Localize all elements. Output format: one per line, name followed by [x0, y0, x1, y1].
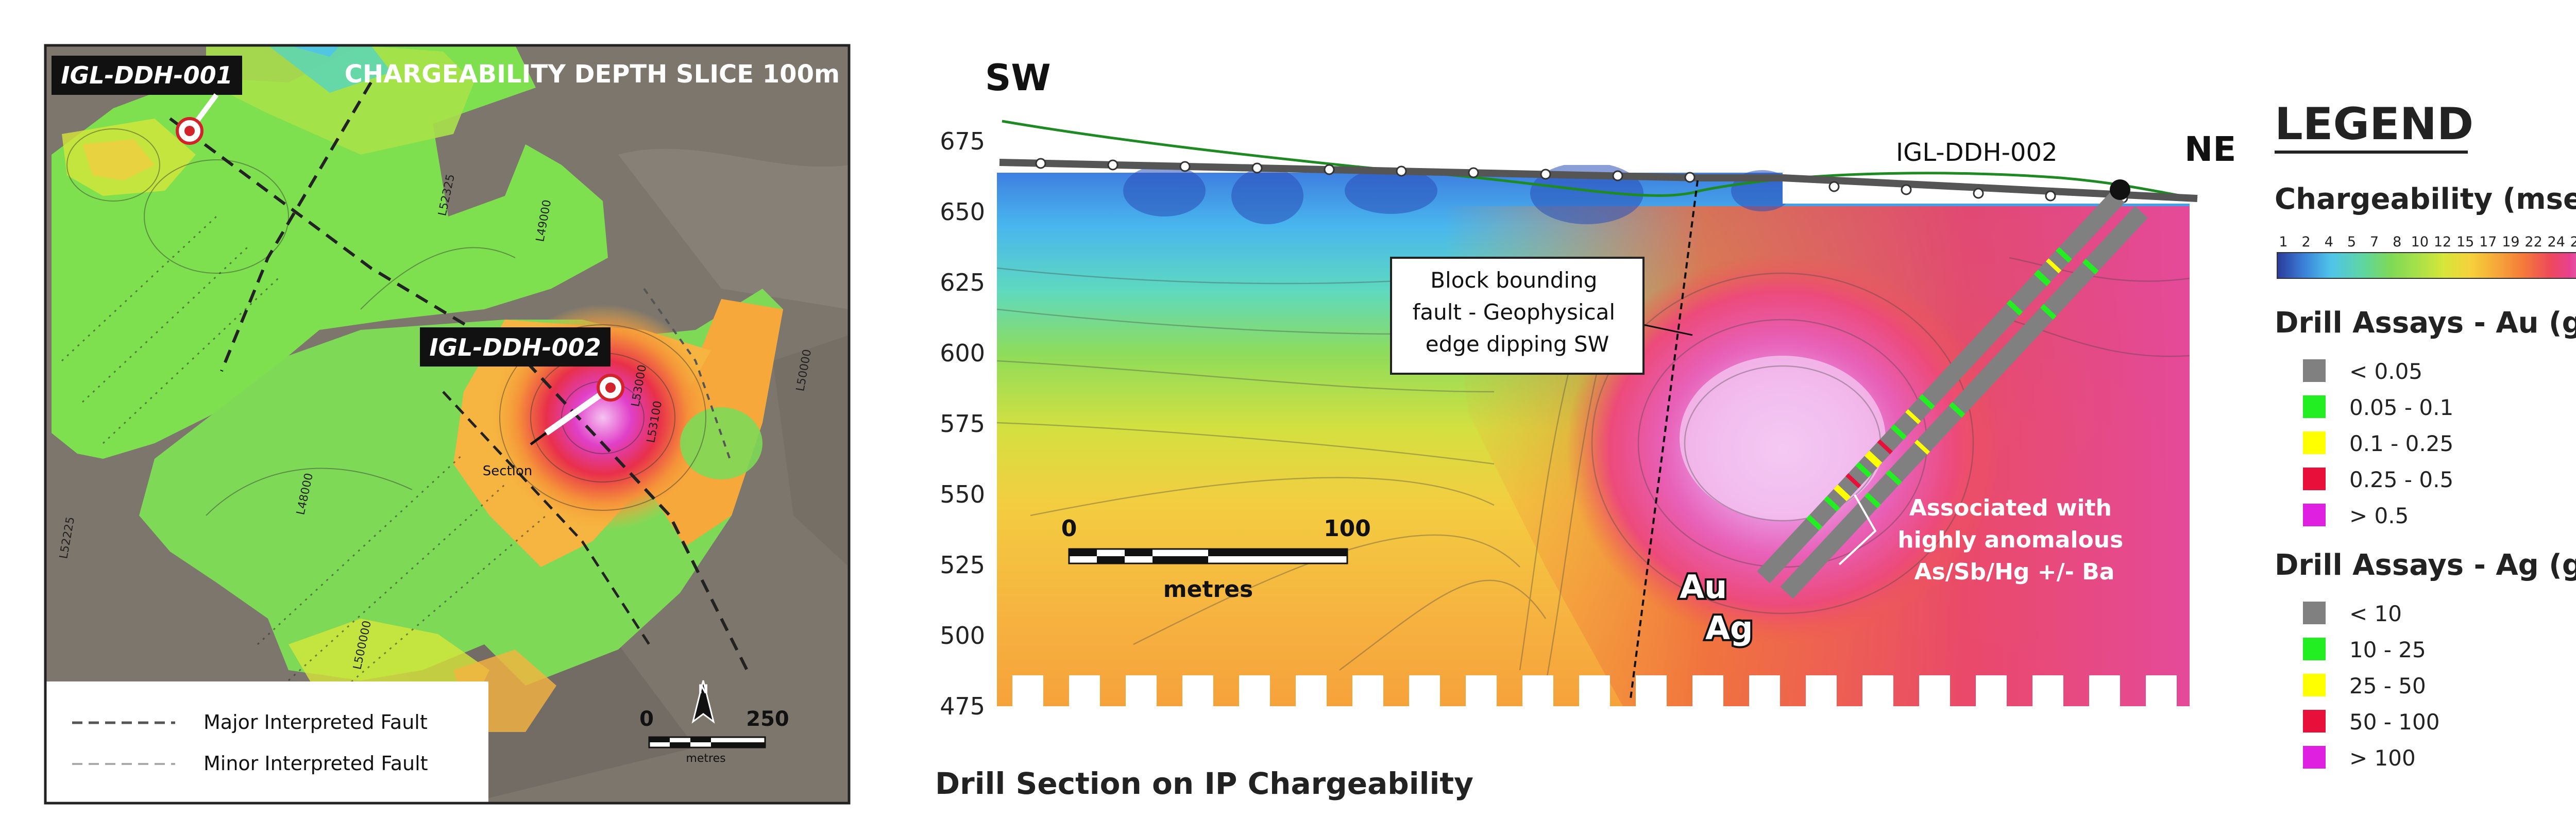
interpreted-fault-line: [1630, 180, 1699, 699]
drill-hole-trace: [1757, 179, 2148, 599]
legend-swatch: [2303, 504, 2326, 526]
fault-callout: Block bounding fault - Geophysical edge …: [1390, 257, 1693, 375]
fault-callout-line: Block bounding: [1430, 268, 1597, 293]
legend-swatch: [2303, 602, 2326, 624]
anomaly-callout: Associated with highly anomalous As/Sb/H…: [1838, 494, 2131, 585]
fault-callout-line: fault - Geophysical: [1413, 299, 1615, 325]
anomaly-callout-text: Associated with highly anomalous As/Sb/H…: [1897, 495, 2131, 585]
legend-swatch: [2303, 638, 2326, 660]
north-label: N: [698, 682, 708, 696]
hole-label-002: IGL-DDH-002: [429, 334, 601, 361]
chargeability-colorbar: [2277, 252, 2576, 279]
chargeability-section: [997, 165, 2190, 706]
ag-legend-items: < 10 10 - 25 25 - 50 50 - 100 > 100: [2303, 601, 2439, 771]
colorbar-tick: 10: [2411, 234, 2429, 250]
legend-swatch: [2303, 431, 2326, 454]
survey-line: [999, 159, 2198, 202]
major-fault-line: [169, 117, 749, 671]
map-title: CHARGEABILITY DEPTH SLICE 100m: [345, 60, 840, 89]
legend-panel: LEGEND Chargeability (msec) 124578101215…: [2275, 98, 2576, 771]
ne-label: NE: [2184, 129, 2236, 169]
elevation-axis: 675 650 625 600 575 550 525 500 475: [940, 127, 985, 720]
legend-item-label: > 100: [2349, 745, 2416, 771]
colorbar-tick: 26: [2570, 234, 2576, 250]
scale-zero: 0: [639, 707, 654, 731]
legend-item-label: 0.05 - 0.1: [2349, 395, 2453, 420]
legend-swatch: [2303, 746, 2326, 769]
scale-unit: metres: [686, 752, 725, 765]
hole-marker-001: IGL-DDH-001: [52, 56, 242, 145]
collar-marker: [2110, 179, 2130, 200]
elevation-tick: 675: [940, 127, 985, 155]
au-legend-items: < 0.05 0.05 - 0.1 0.1 - 0.25 0.25 - 0.5 > 0.…: [2303, 359, 2453, 528]
fault-legend: Major Interpreted Fault Minor Interprete…: [45, 681, 488, 803]
colorbar-tick: 5: [2347, 234, 2356, 250]
colorbar-tick: 8: [2393, 234, 2401, 250]
elevation-tick: 525: [940, 551, 985, 579]
legend-item-label: > 0.5: [2349, 503, 2409, 528]
section-scale-unit: metres: [1163, 576, 1253, 603]
section-title: Drill Section on IP Chargeability: [935, 766, 1473, 801]
elevation-tick: 575: [940, 410, 985, 438]
colorbar-tick: 15: [2456, 234, 2474, 250]
section-scale-end: 100: [1324, 515, 1371, 542]
colorbar-tick: 2: [2302, 234, 2311, 250]
fault-callout-text: Block bounding fault - Geophysical edge …: [1413, 268, 1622, 357]
elevation-tick: 550: [940, 480, 985, 508]
major-fault-label: Major Interpreted Fault: [204, 711, 428, 734]
chargeability-title: Chargeability (msec): [2275, 182, 2576, 216]
section-scalebar: 0 100 metres: [1061, 515, 1371, 603]
colorbar-tick: 22: [2524, 234, 2542, 250]
elevation-tick: 600: [940, 339, 985, 367]
section-scale-zero: 0: [1061, 515, 1077, 542]
colorbar-tick: 19: [2502, 234, 2519, 250]
scale-end: 250: [746, 707, 789, 731]
legend-item-label: 50 - 100: [2349, 709, 2439, 735]
section-panel: SW NE 675 650 625 600 575 550 525 500 47…: [935, 57, 2236, 801]
anomaly-callout-line: As/Sb/Hg +/- Ba: [1914, 559, 2115, 585]
legend-item-label: < 10: [2349, 601, 2402, 626]
hole-label-001: IGL-DDH-001: [61, 61, 232, 89]
section-label: Section: [483, 463, 533, 479]
anomaly-callout-line: Associated with: [1909, 495, 2112, 521]
survey-block-north: [52, 45, 608, 459]
sw-label: SW: [985, 57, 1051, 99]
north-arrow-icon: [691, 680, 715, 724]
legend-swatch: [2303, 468, 2326, 490]
ag-label: Ag: [1705, 609, 1753, 647]
colorbar-ticks: 124578101215171922242628: [2279, 234, 2576, 250]
au-label: Au: [1680, 568, 1727, 606]
hole-marker-002: IGL-DDH-002 Section: [420, 327, 624, 479]
legend-swatch: [2303, 710, 2326, 733]
au-assay-title: Drill Assays - Au (g/t): [2275, 306, 2576, 340]
map-panel: CHARGEABILITY DEPTH SLICE 100m IGL-DDH-0…: [44, 44, 851, 805]
legend-item-label: 0.25 - 0.5: [2349, 467, 2453, 492]
colorbar-tick: 24: [2548, 234, 2565, 250]
legend-swatch: [2303, 674, 2326, 696]
legend-item-label: < 0.05: [2349, 359, 2422, 384]
colorbar-tick: 4: [2325, 234, 2333, 250]
legend-title: LEGEND: [2275, 98, 2473, 150]
fault-callout-line: edge dipping SW: [1426, 331, 1609, 357]
topography-line: [1002, 120, 2198, 200]
legend-item-label: 0.1 - 0.25: [2349, 431, 2453, 456]
section-hole-label: IGL-DDH-002: [1896, 138, 2058, 167]
legend-swatch: [2303, 359, 2326, 382]
elevation-tick: 500: [940, 622, 985, 650]
colorbar-tick: 17: [2479, 234, 2497, 250]
minor-fault-label: Minor Interpreted Fault: [204, 752, 428, 775]
legend-swatch: [2303, 395, 2326, 418]
colorbar-tick: 7: [2370, 234, 2379, 250]
elevation-tick: 625: [940, 269, 985, 296]
legend-item-label: 10 - 25: [2349, 637, 2426, 662]
colorbar-tick: 12: [2434, 234, 2451, 250]
colorbar-tick: 1: [2279, 234, 2287, 250]
anomaly-callout-line: highly anomalous: [1897, 527, 2123, 553]
elevation-tick: 475: [940, 692, 985, 720]
legend-item-label: 25 - 50: [2349, 673, 2426, 698]
ag-assay-title: Drill Assays - Ag (g/t): [2275, 548, 2576, 582]
map-scalebar: N 0 250 metres: [639, 680, 789, 765]
au-assay-track: [1757, 190, 2125, 584]
elevation-tick: 650: [940, 198, 985, 226]
